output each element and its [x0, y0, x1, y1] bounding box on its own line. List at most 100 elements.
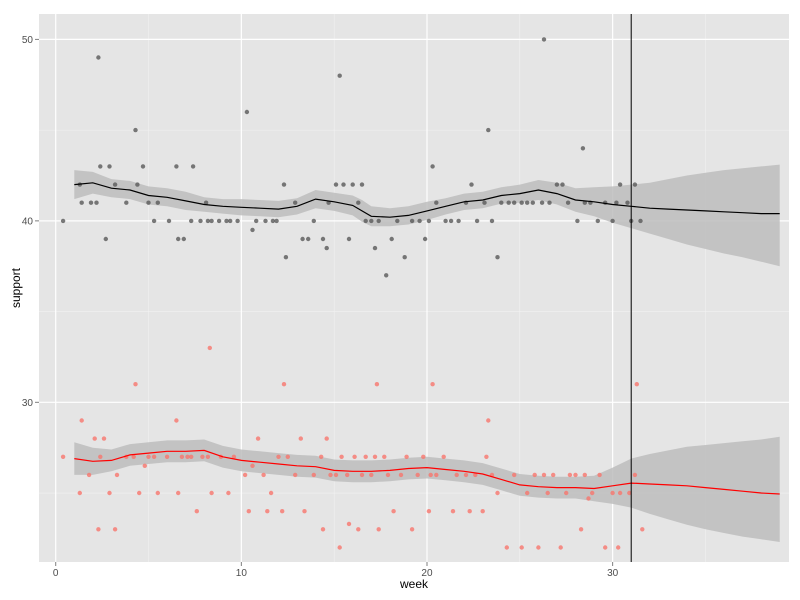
data-point — [625, 200, 630, 205]
data-point — [250, 463, 255, 468]
data-point — [324, 245, 329, 251]
data-point — [107, 490, 112, 496]
data-point — [525, 490, 530, 496]
data-point — [434, 200, 439, 205]
data-point — [341, 182, 346, 187]
data-point — [185, 454, 190, 459]
data-point — [565, 200, 571, 205]
data-point — [133, 127, 138, 133]
data-point — [146, 454, 151, 459]
data-point — [582, 472, 587, 478]
data-point — [590, 490, 595, 496]
data-point — [398, 472, 404, 478]
data-point — [281, 182, 287, 187]
data-point — [293, 200, 298, 205]
x-axis: 0 10 20 30 — [53, 562, 619, 579]
data-point — [246, 509, 251, 514]
data-point — [389, 236, 394, 242]
data-point — [480, 509, 485, 514]
data-point — [235, 218, 240, 224]
data-point — [101, 436, 107, 441]
data-point — [60, 454, 66, 459]
data-point — [263, 218, 268, 224]
data-point — [402, 255, 407, 260]
data-point — [512, 472, 517, 478]
confidence-band-2 — [74, 436, 780, 542]
data-point — [346, 236, 352, 242]
data-point — [255, 436, 261, 441]
data-point — [261, 472, 266, 478]
data-point — [532, 472, 537, 478]
data-point — [200, 454, 205, 459]
data-point — [575, 218, 580, 224]
data-point — [135, 182, 140, 187]
data-point — [242, 472, 248, 478]
smooth-lines — [74, 182, 780, 495]
data-point — [270, 218, 276, 224]
data-point — [359, 472, 365, 478]
data-point — [283, 255, 289, 260]
data-point — [474, 218, 480, 224]
data-point — [495, 490, 500, 496]
data-point — [311, 218, 316, 224]
data-point — [164, 454, 170, 459]
data-point — [376, 527, 381, 532]
data-point — [96, 55, 101, 60]
data-point — [131, 454, 136, 459]
data-point — [205, 218, 211, 224]
data-point — [489, 218, 495, 224]
data-point — [98, 164, 103, 169]
data-point — [146, 200, 151, 205]
data-point — [94, 200, 99, 205]
data-point — [482, 200, 487, 205]
data-points — [60, 37, 645, 550]
data-point — [198, 218, 203, 224]
data-point — [60, 218, 66, 224]
data-point — [176, 236, 181, 242]
y-axis: 30 40 50 — [22, 35, 39, 409]
data-point — [495, 255, 500, 260]
data-point — [285, 454, 290, 459]
data-point — [519, 200, 524, 205]
data-point — [610, 218, 615, 224]
data-point — [324, 436, 329, 441]
data-point — [578, 527, 584, 532]
data-point — [395, 218, 400, 224]
data-point — [454, 472, 459, 478]
data-point — [207, 345, 212, 351]
data-point — [597, 472, 602, 478]
data-point — [298, 436, 303, 441]
data-point — [415, 472, 420, 478]
data-point — [409, 527, 415, 532]
data-point — [573, 472, 578, 478]
data-point — [617, 490, 623, 496]
data-point — [356, 527, 361, 532]
data-point — [504, 545, 509, 550]
data-point — [337, 73, 342, 78]
x-axis-title: week — [399, 577, 429, 591]
data-point — [519, 545, 524, 550]
x-tick-label: 10 — [236, 568, 248, 579]
data-point — [372, 245, 378, 251]
data-point — [564, 490, 569, 496]
data-point — [467, 509, 472, 514]
data-point — [112, 182, 118, 187]
data-point — [372, 454, 378, 459]
data-point — [337, 545, 342, 550]
data-point — [434, 472, 439, 478]
data-point — [328, 472, 333, 478]
data-point — [306, 236, 311, 242]
data-point — [339, 454, 344, 459]
data-point — [320, 236, 326, 242]
data-point — [98, 454, 103, 459]
data-point — [385, 472, 391, 478]
data-point — [302, 509, 307, 514]
data-point — [539, 200, 545, 205]
data-point — [525, 200, 530, 205]
data-point — [545, 490, 550, 496]
data-point — [363, 218, 368, 224]
data-point — [554, 182, 560, 187]
data-point — [320, 527, 326, 532]
data-point — [333, 182, 339, 187]
data-point — [610, 490, 615, 496]
